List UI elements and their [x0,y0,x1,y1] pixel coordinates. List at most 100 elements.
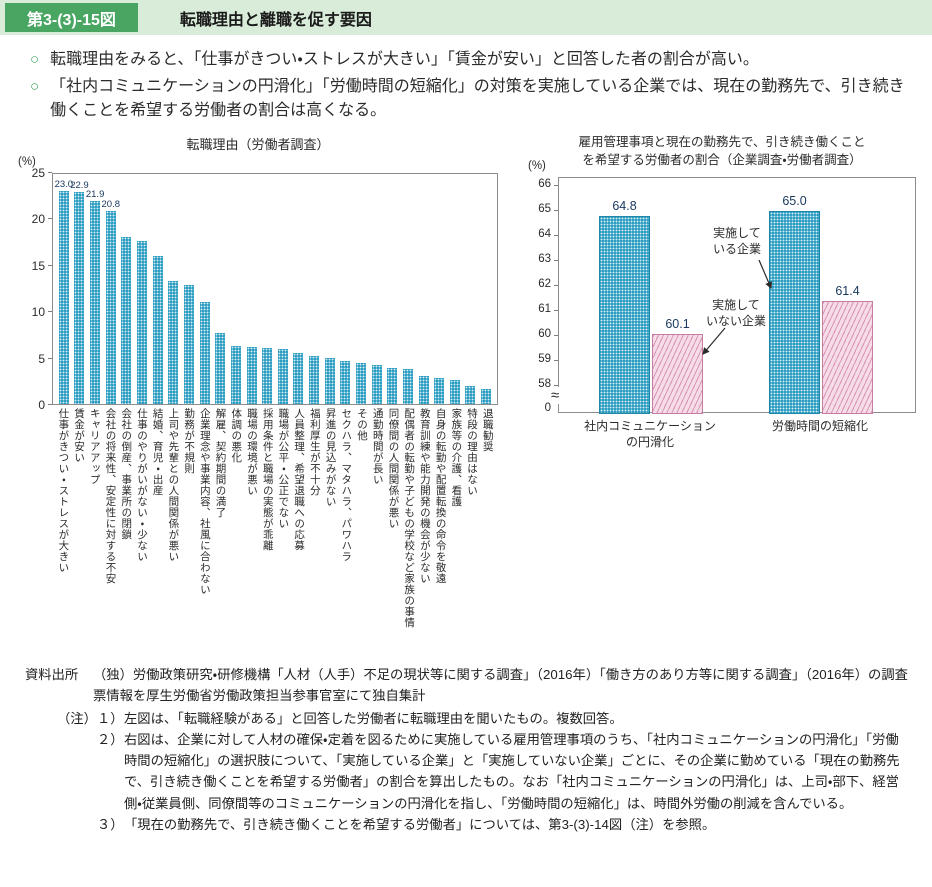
bar-slot [369,365,385,404]
category-label: その他 [356,408,369,441]
reason-bar [387,367,398,404]
reason-bar [371,365,382,404]
category-slot: 採用条件と職場の実態が乖離 [259,408,275,648]
annotation-line: 実施して [712,298,760,312]
category-slot: 結婚、育児・出産 [149,408,165,648]
category-slot: 会社の倒産、事業所の閉鎖 [118,408,134,648]
note-number: ２） [97,731,124,747]
category-slot: 退職勧奨 [479,408,495,648]
category-label: 採用条件と職場の実態が乖離 [261,408,274,551]
category-slot: 賃金が安い [71,408,87,648]
reason-bar [449,379,460,404]
category-slot: その他 [354,408,370,648]
bar-slot [244,347,260,404]
left-chart-title: 転職理由（労働者調査） [186,137,330,152]
category-slot: 仕事がきつい・ストレスが大きい [55,408,71,648]
note-text: 右図は、企業に対して人材の確保・定着を図るために実施している雇用管理事項のうち、… [124,731,900,811]
bar-value-label: 21.9 [85,188,105,200]
source-notes: 資料出所 （独）労働政策研究・研修機構「人材（人手）不足の現状等に関する調査」（… [0,648,932,835]
category-slot: 教育訓練や能力開発の機会が少ない [417,408,433,648]
y-tick-mark [48,172,52,173]
right-chart-title-line1: 雇用管理事項と現在の勤務先で、引き続き働くこと [578,135,866,149]
note-item: ２） 右図は、企業に対して人材の確保・定着を図るために実施している雇用管理事項の… [97,729,910,814]
bar-slot [400,368,416,404]
y-tick-label: 25 [31,166,45,180]
bullet-text: 転職理由をみると、「仕事がきつい・ストレスが大きい」「賃金が安い」と回答した者の… [50,51,759,68]
y-tick-mark [48,218,52,220]
reason-bar [293,352,304,404]
right-yaxis: (%) 66 65 64 63 62 61 60 59 58 0 [528,160,558,414]
y-tick-label: 58 [538,378,551,390]
reason-bar [324,357,335,404]
category-label: 昇進の見込みがない [324,408,337,507]
bar-slot [463,386,479,404]
note-label: （注） [57,710,97,726]
category-label: 職場の環境が悪い [245,408,258,496]
reason-bar [262,348,273,404]
reason-bar [215,332,226,404]
annotation-line: いない企業 [705,313,766,328]
bar-slot [306,355,322,404]
category-slot: 人員整理、希望退職への応募 [291,408,307,648]
right-plot-col: 実施して いる企業 実施して いない企業 ≈ 64.8 65.0 60.1 61.4 … [550,177,916,453]
right-plot: 実施して いる企業 実施して いない企業 ≈ 64.8 65.0 60.1 61.4 [550,177,916,414]
reason-bar [418,376,429,404]
category-slot: セクハラ、マタハラ、パワハラ [338,408,354,648]
y-tick-label: 63 [538,253,551,265]
bar-slot [150,256,166,404]
category-label: 結婚、育児・出産 [151,408,164,496]
y-tick-mark [554,185,558,186]
y-tick-label: 62 [538,278,551,290]
left-yaxis: (%) 0 5 10 15 20 25 [18,156,52,411]
y-tick-mark [554,285,558,286]
reason-bar [168,280,179,404]
y-tick-mark [48,357,52,359]
category-label: 通勤時間が長い [371,408,384,485]
annotation-implementing: 実施して いる企業 [705,226,769,257]
reason-bar [402,368,413,404]
axis-break-icon: ≈ [550,387,561,404]
bar-slot: 21.9 [85,188,105,404]
note-text: 「現在の勤務先で、引き続き働くことを希望する労働者」については、第3-(3)-1… [124,816,716,832]
reason-bar [309,355,320,404]
right-plot-row: (%) 66 65 64 63 62 61 60 59 58 0 [528,160,916,453]
category-slot: 昇進の見込みがない [322,408,338,648]
source-row: 資料出所 （独）労働政策研究・研修機構「人材（人手）不足の現状等に関する調査」（… [25,664,910,707]
bar-slot [134,240,150,404]
category-slot: 職場が公平・公正でない [275,408,291,648]
y-tick-label: 65 [538,203,551,215]
category-slot: 家族等の介護、看護 [448,408,464,648]
bar-slot: 22.9 [70,180,89,404]
reason-bar [355,363,366,404]
y-tick-mark [554,260,558,261]
bar-slot [447,379,463,404]
bar-slot [275,349,291,404]
reason-bar [58,190,69,404]
right-chart-title: 雇用管理事項と現在の勤務先で、引き続き働くこと を希望する労働者の割合（企業調査… [528,134,916,169]
right-chart: 雇用管理事項と現在の勤務先で、引き続き働くこと を希望する労働者の割合（企業調査… [528,134,916,453]
category-label: セクハラ、マタハラ、パワハラ [340,408,353,562]
reason-bar [465,386,476,404]
bar-value-label: 20.8 [101,198,121,210]
category-label: 家族等の介護、看護 [450,408,463,507]
category-label: 職場が公平・公正でない [277,408,290,529]
bar-value-label: 65.0 [782,194,807,208]
category-label: 退職勧奨 [481,408,494,452]
category-label: 上司や先輩との人間関係が悪い [167,408,180,562]
category-label: 社内コミュニケーション の円滑化 [584,419,716,450]
bullet-item: ○ 「社内コミュニケーションの円滑化」「労働時間の短縮化」の対策を実施している企… [30,75,908,123]
bullet-text: 「社内コミュニケーションの円滑化」「労働時間の短縮化」の対策を実施している企業で… [50,78,905,119]
note-item: １） 左図は、「転職経験がある」と回答した労働者に転職理由を聞いたもの。複数回答… [97,708,910,729]
left-unit-label: (%) [18,156,36,168]
y-tick-label: 15 [31,258,45,273]
category-label: キャリアアップ [88,408,101,485]
bar-slot: 23.0 [55,179,73,404]
category-slot: 配偶者の転勤や子どもの学校など家族の事情 [401,408,417,648]
not-implementing-company-bar [652,333,703,414]
annotation-line: いる企業 [712,241,761,256]
category-slot: 解雇、契約期間の満了 [212,408,228,648]
y-tick-mark [554,385,558,386]
bar-slot [197,301,213,404]
category-slot: 会社の将来性、安定性に対する不安 [102,408,118,648]
category-label: 教育訓練や能力開発の機会が少ない [418,408,431,584]
